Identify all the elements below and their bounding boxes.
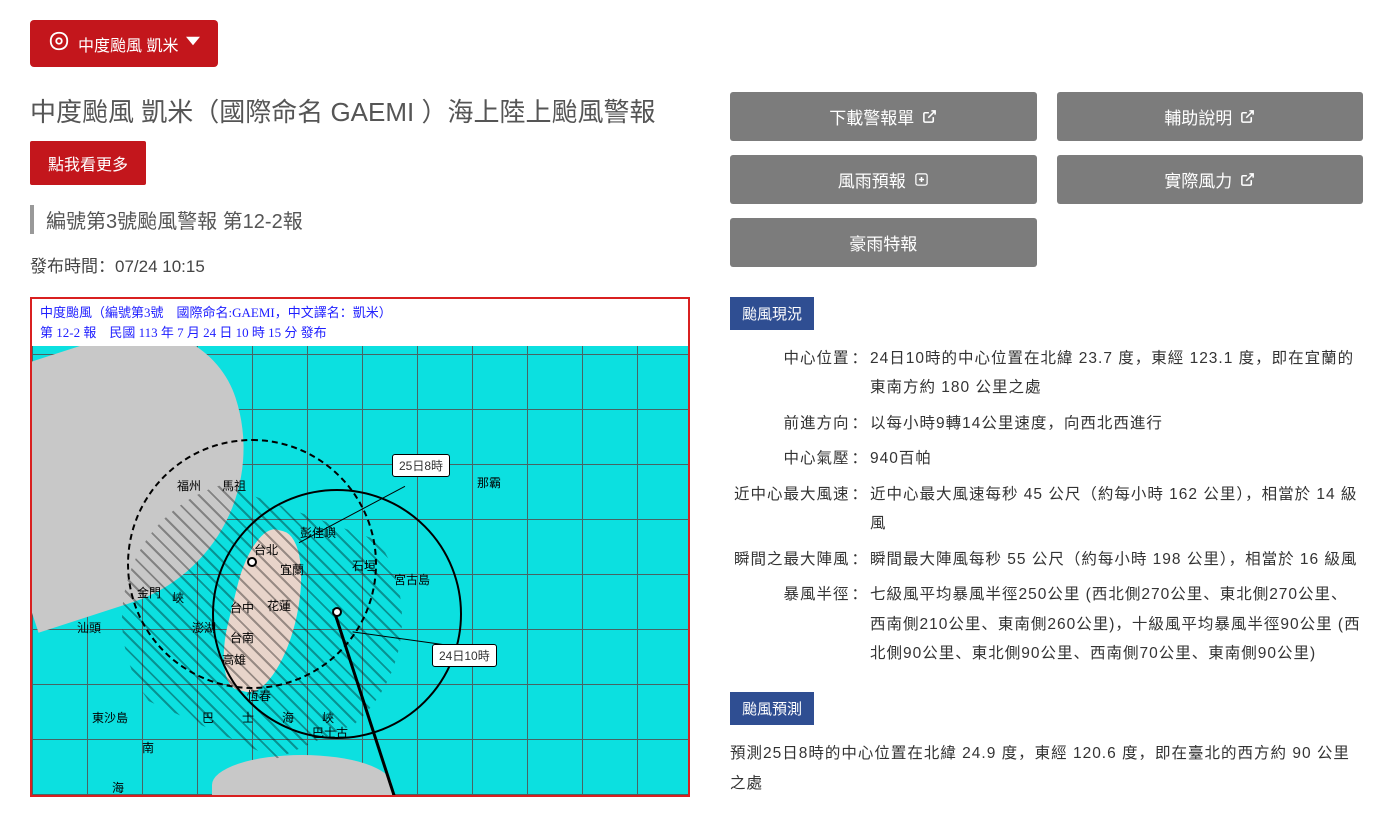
- status-key: 暴風半徑: [730, 580, 870, 668]
- map-sea-label: 南: [142, 739, 154, 756]
- status-value: 以每小時9轉14公里速度，向西北西進行: [870, 409, 1363, 438]
- wind-rain-forecast-button[interactable]: 風雨預報: [730, 155, 1037, 204]
- map-city-label: 石垣: [352, 557, 376, 574]
- action-button-group: 下載警報單 輔助說明 風雨預報 實際風力 豪雨特報: [730, 92, 1363, 267]
- map-city-label: 汕頭: [77, 619, 101, 636]
- heavy-rain-advisory-button[interactable]: 豪雨特報: [730, 218, 1037, 267]
- right-column: 下載警報單 輔助說明 風雨預報 實際風力 豪雨特報 颱風現況 中心位置24日10…: [730, 92, 1363, 798]
- button-label: 下載警報單: [829, 104, 914, 129]
- map-sea-label: 東沙島: [92, 709, 128, 726]
- status-value: 24日10時的中心位置在北緯 23.7 度，東經 123.1 度，即在宜蘭的東南…: [870, 344, 1363, 403]
- map-city-label: 巴士古: [312, 724, 348, 741]
- map-current-position-marker: [332, 607, 342, 617]
- external-link-icon: [922, 109, 937, 124]
- map-city-label: 宮古島: [394, 571, 430, 588]
- status-row: 中心位置24日10時的中心位置在北緯 23.7 度，東經 123.1 度，即在宜…: [730, 344, 1363, 403]
- button-label: 豪雨特報: [849, 230, 917, 255]
- actual-wind-button[interactable]: 實際風力: [1057, 155, 1364, 204]
- forecast-section-badge: 颱風預測: [730, 692, 814, 725]
- hurricane-icon: [48, 30, 70, 57]
- status-key: 前進方向: [730, 409, 870, 438]
- status-row: 近中心最大風速近中心最大風速每秒 45 公尺（約每小時 162 公里），相當於 …: [730, 480, 1363, 539]
- map-city-label: 恆春: [247, 687, 271, 704]
- see-more-button[interactable]: 點我看更多: [30, 141, 146, 185]
- status-key: 中心氣壓: [730, 444, 870, 473]
- map-sea-label: 海: [112, 779, 124, 796]
- plus-icon: [914, 172, 929, 187]
- status-info-list: 中心位置24日10時的中心位置在北緯 23.7 度，東經 123.1 度，即在宜…: [730, 344, 1363, 668]
- issued-time: 發布時間：07/24 10:15: [30, 252, 690, 277]
- download-warning-button[interactable]: 下載警報單: [730, 92, 1037, 141]
- map-city-label: 那霸: [477, 474, 501, 491]
- map-city-label: 台北: [254, 541, 278, 558]
- map-sea-label: 峽: [172, 589, 184, 606]
- status-row: 中心氣壓940百帕: [730, 444, 1363, 473]
- map-header-line1: 中度颱風（編號第3號 國際命名:GAEMI，中文譯名：凱米）: [40, 303, 680, 323]
- status-value: 瞬間最大陣風每秒 55 公尺（約每小時 198 公里），相當於 16 級風: [870, 545, 1363, 574]
- map-city-label: 花蓮: [267, 597, 291, 614]
- map-callout-forecast: 25日8時: [392, 454, 450, 477]
- status-section-badge: 颱風現況: [730, 297, 814, 330]
- button-label: 實際風力: [1164, 167, 1232, 192]
- caret-down-icon: [186, 34, 200, 53]
- map-city-label: 馬祖: [222, 477, 246, 494]
- map-header-line2: 第 12-2 報 民國 113 年 7 月 24 日 10 時 15 分 發布: [40, 323, 680, 343]
- map-header-text: 中度颱風（編號第3號 國際命名:GAEMI，中文譯名：凱米） 第 12-2 報 …: [32, 299, 688, 346]
- map-callout-now: 24日10時: [432, 644, 497, 667]
- status-value: 近中心最大風速每秒 45 公尺（約每小時 162 公里），相當於 14 級風: [870, 480, 1363, 539]
- forecast-text: 預測25日8時的中心位置在北緯 24.9 度，東經 120.6 度，即在臺北的西…: [730, 739, 1363, 798]
- external-link-icon: [1240, 172, 1255, 187]
- map-city-label: 台南: [230, 629, 254, 646]
- typhoon-selector-label: 中度颱風 凱米: [78, 32, 178, 56]
- external-link-icon: [1240, 109, 1255, 124]
- typhoon-selector-dropdown[interactable]: 中度颱風 凱米: [30, 20, 218, 67]
- button-label: 輔助說明: [1164, 104, 1232, 129]
- bulletin-number: 編號第3號颱風警報 第12-2報: [30, 205, 690, 234]
- map-city-label: 台中: [230, 599, 254, 616]
- status-key: 中心位置: [730, 344, 870, 403]
- status-row: 暴風半徑七級風平均暴風半徑250公里 (西北側270公里、東北側270公里、西南…: [730, 580, 1363, 668]
- warning-title: 中度颱風 凱米（國際命名 GAEMI ）海上陸上颱風警報: [30, 92, 690, 129]
- status-value: 七級風平均暴風半徑250公里 (西北側270公里、東北側270公里、西南側210…: [870, 580, 1363, 668]
- help-button[interactable]: 輔助說明: [1057, 92, 1364, 141]
- map-city-label: 宜蘭: [280, 561, 304, 578]
- status-row: 前進方向以每小時9轉14公里速度，向西北西進行: [730, 409, 1363, 438]
- left-column: 中度颱風 凱米（國際命名 GAEMI ）海上陸上颱風警報 點我看更多 編號第3號…: [30, 92, 690, 798]
- status-key: 近中心最大風速: [730, 480, 870, 539]
- status-key: 瞬間之最大陣風: [730, 545, 870, 574]
- map-city-label: 金門: [137, 584, 161, 601]
- map-city-label: 彭佳嶼: [300, 524, 336, 541]
- map-city-label: 澎湖: [192, 619, 216, 636]
- status-value: 940百帕: [870, 444, 1363, 473]
- status-row: 瞬間之最大陣風瞬間最大陣風每秒 55 公尺（約每小時 198 公里），相當於 1…: [730, 545, 1363, 574]
- map-city-label: 高雄: [222, 651, 246, 668]
- map-city-label: 福州: [177, 477, 201, 494]
- map-forecast-position-marker: [247, 557, 257, 567]
- typhoon-track-map: 25日8時 24日10時 福州 馬祖 金門 汕頭 澎湖 台北 宜蘭 彭佳嶼 石垣…: [30, 297, 690, 797]
- button-label: 風雨預報: [838, 167, 906, 192]
